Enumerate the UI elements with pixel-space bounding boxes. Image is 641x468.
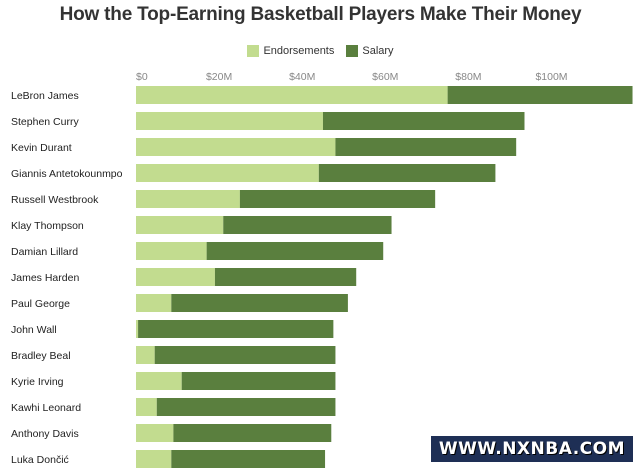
x-tick-label: $60M: [372, 71, 398, 83]
bar-salary: [206, 242, 384, 260]
legend-item-salary: Salary: [346, 45, 394, 57]
legend-item-endorsements: Endorsements: [247, 45, 334, 57]
bar-salary: [318, 164, 496, 182]
x-tick-label: $40M: [289, 71, 315, 83]
player-label: Bradley Beal: [11, 350, 71, 362]
legend-swatch-salary: [346, 45, 359, 57]
x-tick-label: $0: [136, 71, 148, 83]
bar-salary: [322, 112, 525, 130]
bar-salary: [239, 190, 436, 208]
bar-endorsements: [136, 268, 215, 286]
bar-endorsements: [136, 294, 172, 312]
player-label: Kawhi Leonard: [11, 402, 81, 414]
bar-salary: [171, 294, 348, 312]
player-label: Damian Lillard: [11, 246, 78, 258]
bar-salary: [154, 346, 336, 364]
legend-label-salary: Salary: [362, 45, 394, 57]
bar-endorsements: [136, 216, 224, 234]
x-tick-label: $100M: [535, 71, 567, 83]
bar-endorsements: [136, 450, 172, 468]
chart-title: How the Top-Earning Basketball Players M…: [59, 4, 582, 25]
bar-salary: [181, 372, 336, 390]
legend-label-endorsements: Endorsements: [263, 45, 335, 57]
player-label: Klay Thompson: [11, 220, 84, 232]
bar-endorsements: [136, 424, 174, 442]
bar-salary: [138, 320, 334, 338]
x-tick-label: $20M: [206, 71, 232, 83]
player-label: Russell Westbrook: [11, 194, 99, 206]
player-label: Kyrie Irving: [11, 376, 64, 388]
legend: Endorsements Salary: [0, 45, 641, 57]
player-label: LeBron James: [11, 90, 79, 102]
bar-endorsements: [136, 346, 155, 364]
bar-salary: [223, 216, 392, 234]
bar-endorsements: [136, 242, 207, 260]
player-label: Giannis Antetokounmpo: [11, 168, 123, 180]
bar-endorsements: [136, 112, 323, 130]
bar-endorsements: [136, 398, 157, 416]
player-label: James Harden: [11, 272, 79, 284]
player-label: Paul George: [11, 298, 70, 310]
bar-salary: [214, 268, 357, 286]
bar-salary: [173, 424, 332, 442]
bar-endorsements: [136, 164, 319, 182]
bar-endorsements: [136, 138, 336, 156]
player-label: John Wall: [11, 324, 57, 336]
player-label: Luka Dončić: [11, 454, 69, 466]
x-tick-label: $80M: [455, 71, 481, 83]
watermark: WWW.NXNBA.COM: [430, 436, 633, 462]
bar-salary: [335, 138, 517, 156]
bar-salary: [156, 398, 336, 416]
player-label: Stephen Curry: [11, 116, 79, 128]
bar-endorsements: [136, 86, 448, 104]
bar-endorsements: [136, 190, 240, 208]
bar-salary: [447, 86, 633, 104]
bar-salary: [171, 450, 326, 468]
bar-endorsements: [136, 372, 182, 390]
bar-endorsements: [136, 320, 139, 338]
legend-swatch-endorsements: [247, 45, 260, 57]
player-label: Anthony Davis: [11, 428, 79, 440]
player-label: Kevin Durant: [11, 142, 72, 154]
